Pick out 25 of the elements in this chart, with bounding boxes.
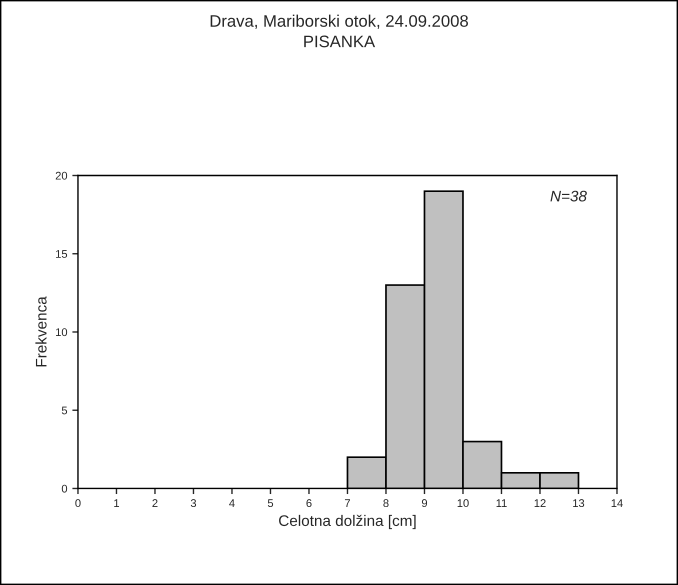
- y-tick-label: 20: [56, 172, 68, 180]
- y-tick-label: 10: [56, 328, 68, 336]
- x-tick-label: 9: [422, 499, 428, 508]
- y-tick-label: 5: [62, 406, 68, 414]
- x-tick-label: 14: [612, 499, 623, 507]
- x-tick-label: 10: [458, 499, 469, 508]
- y-tick-label: 15: [56, 250, 68, 258]
- x-tick-label: 0: [75, 499, 81, 508]
- x-tick-label: 6: [306, 499, 312, 508]
- x-tick-label: 8: [383, 499, 389, 508]
- x-tick-label: 1: [114, 499, 120, 507]
- x-tick-label: 12: [534, 499, 546, 507]
- x-tick-label: 2: [152, 499, 158, 507]
- x-tick-label: 3: [190, 499, 196, 508]
- y-axis-title: Frekvenca: [35, 296, 47, 366]
- x-tick-label: 5: [268, 499, 274, 508]
- x-axis-title: Celotna dolžina [cm]: [279, 514, 416, 530]
- x-tick-label: 7: [344, 499, 350, 507]
- annotation: N=38: [550, 190, 587, 202]
- chart-title: Drava, Mariborski otok, 24.09.2008: [210, 14, 468, 29]
- x-tick-label: 13: [573, 499, 584, 508]
- chart-subtitle: PISANKA: [304, 36, 376, 48]
- x-tick-label: 4: [229, 499, 235, 507]
- x-tick-label: 11: [496, 499, 507, 507]
- y-tick-label: 0: [62, 484, 68, 493]
